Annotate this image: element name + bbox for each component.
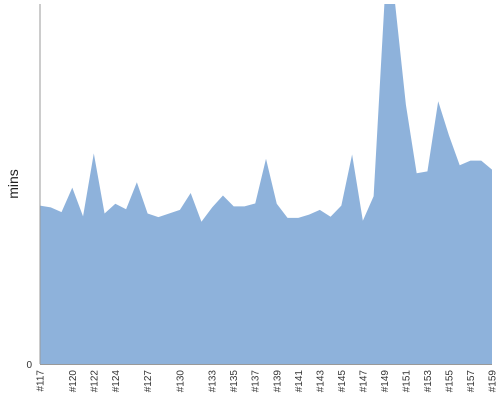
x-tick-label: #157 [466, 370, 477, 393]
plot-area [40, 4, 492, 364]
x-tick-labels: #117 #120 #122 #124 #127 #130 #133 #135 #137 #139… [36, 370, 499, 393]
x-tick-label: #120 [68, 370, 79, 393]
x-tick-label: #137 [251, 370, 262, 393]
x-tick-label: #127 [143, 370, 154, 393]
x-tick-label: #122 [89, 370, 100, 393]
series-area [40, 4, 492, 364]
x-tick-label: #155 [444, 370, 455, 393]
x-tick-label: #147 [358, 370, 369, 393]
x-tick-label: #124 [111, 370, 122, 393]
y-axis-label: mins [5, 169, 21, 199]
x-tick-label: #143 [315, 370, 326, 393]
x-tick-label: #135 [229, 370, 240, 393]
x-tick-label: #139 [272, 370, 283, 393]
x-tick-label: #159 [488, 370, 499, 393]
x-tick-label: #145 [337, 370, 348, 393]
x-tick-label: #151 [401, 370, 412, 393]
x-tick-label: #141 [294, 370, 305, 393]
x-tick-label: #149 [380, 370, 391, 393]
x-tick-label: #153 [423, 370, 434, 393]
x-tick-label: #133 [208, 370, 219, 393]
y-tick-label: 0 [26, 360, 32, 371]
x-tick-label: #130 [175, 370, 186, 393]
x-tick-label: #117 [36, 370, 47, 392]
